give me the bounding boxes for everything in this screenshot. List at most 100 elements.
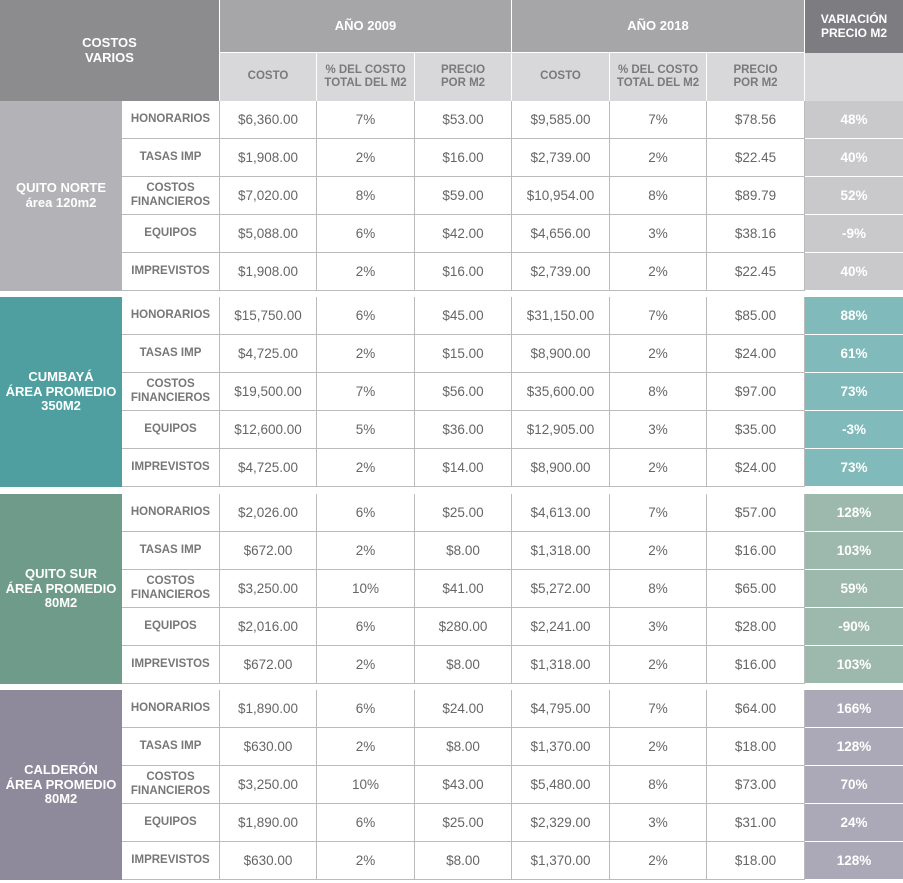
value-cell: $2,739.00	[512, 253, 610, 291]
column-header: PRECIO POR M2	[707, 53, 805, 101]
concept-cell: COSTOS FINANCIEROS	[122, 766, 220, 804]
value-cell: $3,250.00	[220, 570, 317, 608]
value-cell: $2,016.00	[220, 608, 317, 646]
value-cell: $8,900.00	[512, 449, 610, 487]
value-cell: $15.00	[415, 335, 512, 373]
value-cell: 8%	[610, 177, 707, 215]
value-cell: $672.00	[220, 646, 317, 684]
value-cell: $5,088.00	[220, 215, 317, 253]
value-cell: 8%	[610, 570, 707, 608]
value-cell: $8.00	[415, 646, 512, 684]
value-cell: $16.00	[707, 532, 805, 570]
value-cell: $2,026.00	[220, 494, 317, 532]
concept-cell: EQUIPOS	[122, 804, 220, 842]
value-cell: $630.00	[220, 842, 317, 880]
value-cell: $15,750.00	[220, 297, 317, 335]
group-label: CALDERÓN ÁREA PROMEDIO 80M2	[0, 690, 122, 880]
variation-cell: 88%	[805, 297, 903, 335]
variation-cell: -9%	[805, 215, 903, 253]
value-cell: $78.56	[707, 101, 805, 139]
concept-cell: HONORARIOS	[122, 101, 220, 139]
value-cell: $1,370.00	[512, 728, 610, 766]
variation-cell: 48%	[805, 101, 903, 139]
value-cell: 6%	[317, 608, 415, 646]
variation-cell: 73%	[805, 373, 903, 411]
value-cell: $31,150.00	[512, 297, 610, 335]
value-cell: $28.00	[707, 608, 805, 646]
value-cell: 2%	[610, 449, 707, 487]
value-cell: $8.00	[415, 532, 512, 570]
variation-cell: 128%	[805, 494, 903, 532]
value-cell: 3%	[610, 608, 707, 646]
value-cell: $53.00	[415, 101, 512, 139]
value-cell: 2%	[610, 335, 707, 373]
value-cell: $73.00	[707, 766, 805, 804]
value-cell: 6%	[317, 690, 415, 728]
concept-cell: HONORARIOS	[122, 690, 220, 728]
value-cell: $2,329.00	[512, 804, 610, 842]
variation-cell: 128%	[805, 842, 903, 880]
group-label: QUITO SUR ÁREA PROMEDIO 80M2	[0, 494, 122, 684]
value-cell: 2%	[317, 842, 415, 880]
value-cell: $16.00	[415, 253, 512, 291]
value-cell: $4,795.00	[512, 690, 610, 728]
value-cell: $12,905.00	[512, 411, 610, 449]
value-cell: $630.00	[220, 728, 317, 766]
value-cell: $41.00	[415, 570, 512, 608]
value-cell: 2%	[610, 646, 707, 684]
value-cell: $16.00	[707, 646, 805, 684]
value-cell: $4,613.00	[512, 494, 610, 532]
value-cell: $85.00	[707, 297, 805, 335]
value-cell: $12,600.00	[220, 411, 317, 449]
value-cell: 8%	[610, 373, 707, 411]
column-header: COSTO	[220, 53, 317, 101]
value-cell: $1,890.00	[220, 690, 317, 728]
value-cell: 3%	[610, 215, 707, 253]
value-cell: $89.79	[707, 177, 805, 215]
value-cell: 2%	[317, 335, 415, 373]
variation-cell: 24%	[805, 804, 903, 842]
value-cell: 2%	[610, 253, 707, 291]
variation-cell: 166%	[805, 690, 903, 728]
value-cell: 2%	[610, 842, 707, 880]
variation-cell: 40%	[805, 139, 903, 177]
value-cell: $1,908.00	[220, 253, 317, 291]
value-cell: $1,890.00	[220, 804, 317, 842]
variation-cell: 128%	[805, 728, 903, 766]
value-cell: $64.00	[707, 690, 805, 728]
value-cell: 7%	[610, 494, 707, 532]
concept-cell: IMPREVISTOS	[122, 646, 220, 684]
year-header: AÑO 2009	[220, 0, 512, 53]
concept-cell: TASAS IMP	[122, 335, 220, 373]
variation-cell: 73%	[805, 449, 903, 487]
concept-cell: HONORARIOS	[122, 297, 220, 335]
value-cell: $1,908.00	[220, 139, 317, 177]
value-cell: 3%	[610, 411, 707, 449]
value-cell: 7%	[610, 297, 707, 335]
value-cell: 5%	[317, 411, 415, 449]
value-cell: 2%	[317, 139, 415, 177]
value-cell: $10,954.00	[512, 177, 610, 215]
value-cell: $19,500.00	[220, 373, 317, 411]
concept-cell: EQUIPOS	[122, 215, 220, 253]
value-cell: $25.00	[415, 494, 512, 532]
value-cell: $18.00	[707, 728, 805, 766]
value-cell: $35.00	[707, 411, 805, 449]
value-cell: 6%	[317, 494, 415, 532]
value-cell: $1,318.00	[512, 532, 610, 570]
value-cell: $7,020.00	[220, 177, 317, 215]
value-cell: $8,900.00	[512, 335, 610, 373]
concept-cell: COSTOS FINANCIEROS	[122, 373, 220, 411]
concept-cell: EQUIPOS	[122, 411, 220, 449]
variation-cell: 70%	[805, 766, 903, 804]
concept-cell: HONORARIOS	[122, 494, 220, 532]
group-label: CUMBAYÁ ÁREA PROMEDIO 350M2	[0, 297, 122, 487]
value-cell: $24.00	[415, 690, 512, 728]
value-cell: $97.00	[707, 373, 805, 411]
variation-cell: 52%	[805, 177, 903, 215]
value-cell: $8.00	[415, 728, 512, 766]
value-cell: 2%	[610, 728, 707, 766]
header-blank	[805, 53, 903, 101]
value-cell: $14.00	[415, 449, 512, 487]
